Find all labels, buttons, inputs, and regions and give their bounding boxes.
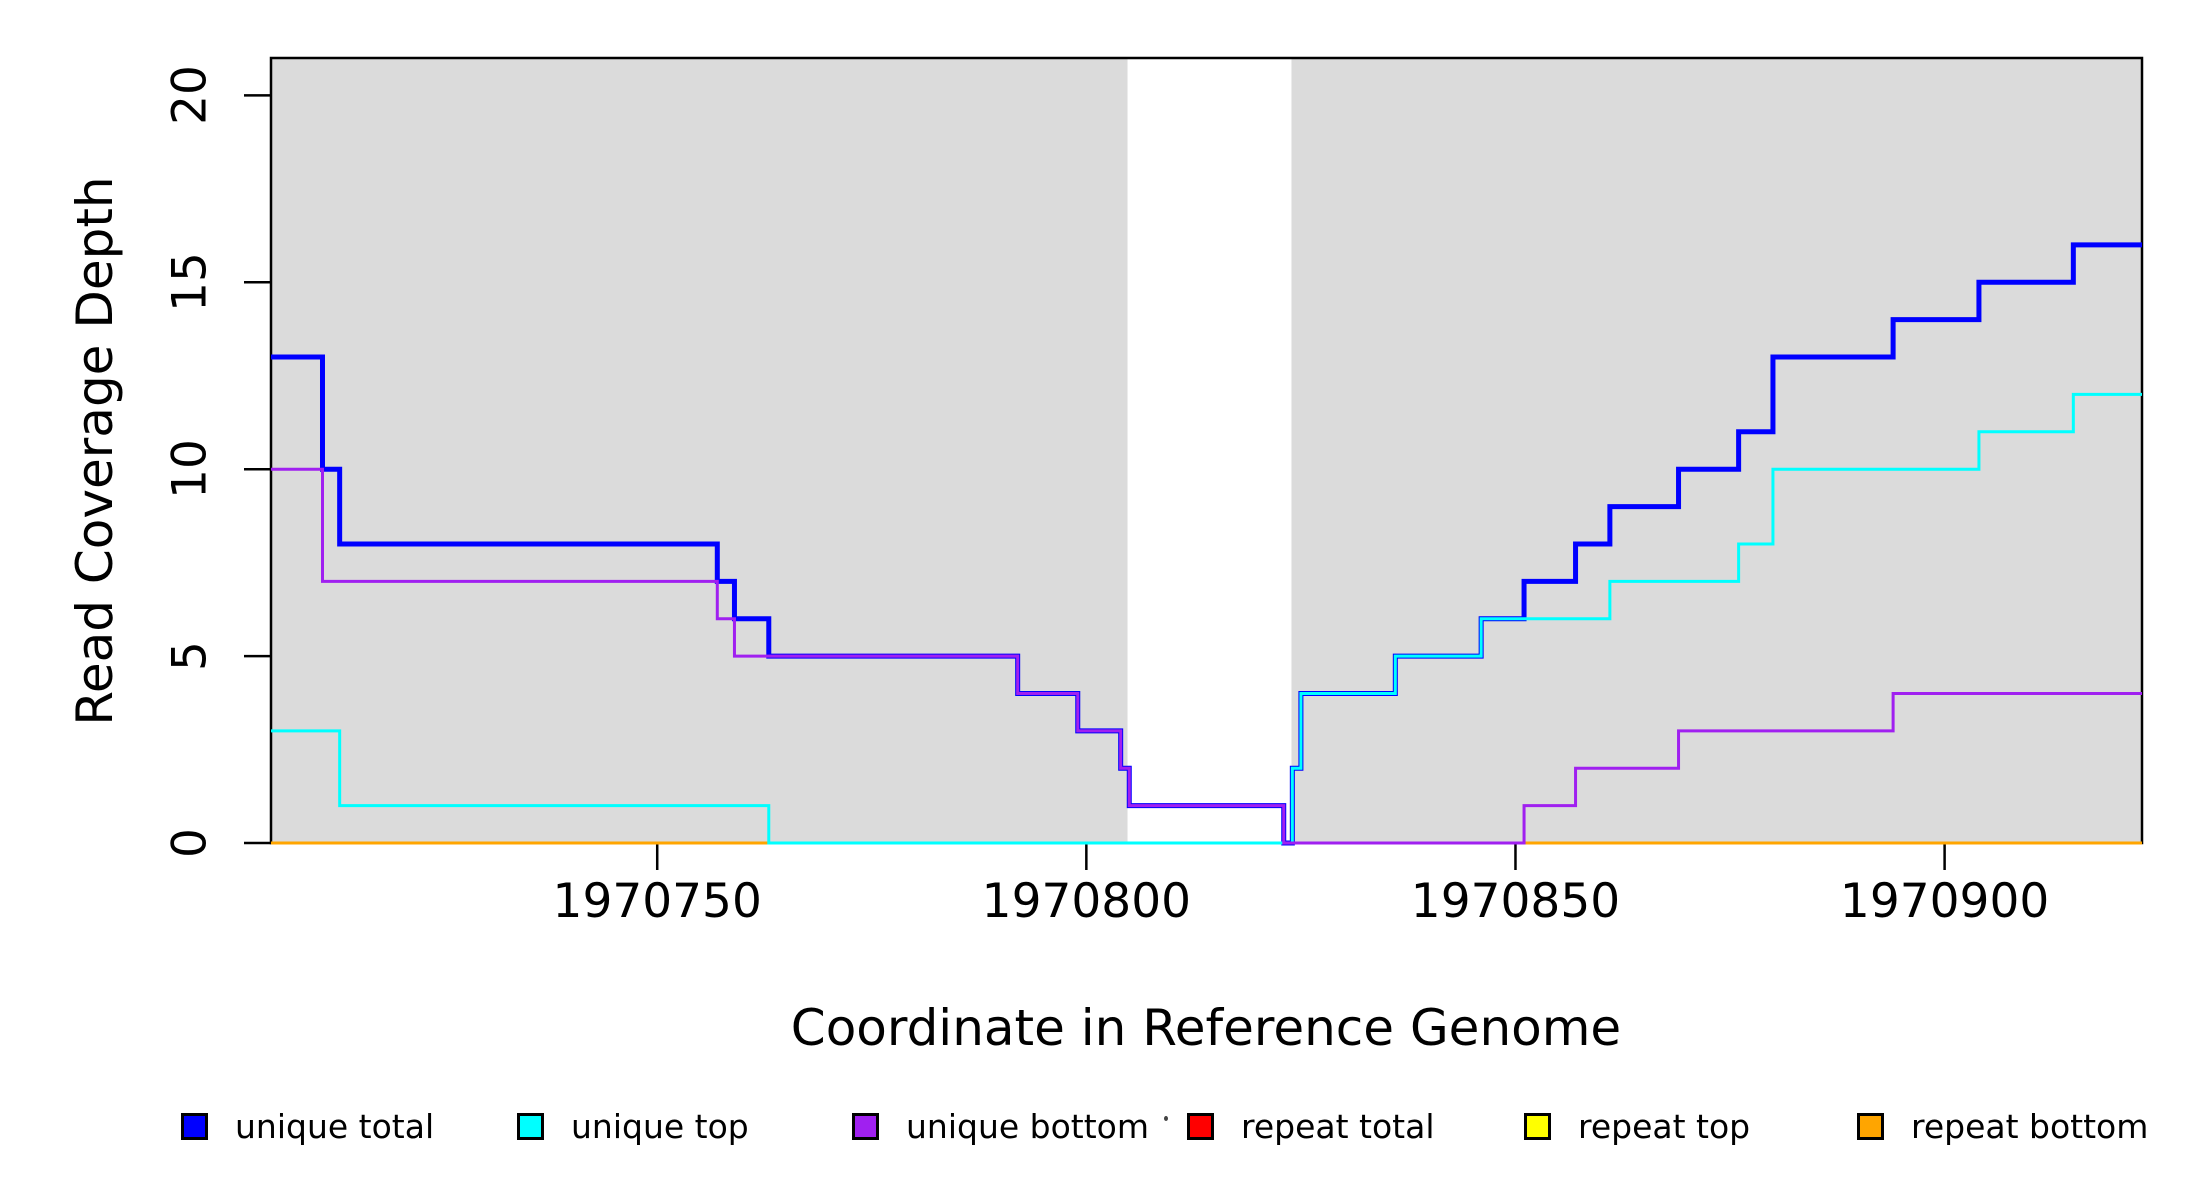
covered-band-0 (271, 58, 1128, 843)
legend-swatch-repeat-total (1187, 1113, 1214, 1140)
legend-swatch-unique-top (517, 1113, 544, 1140)
legend-label: unique top (571, 1107, 749, 1146)
series-lines (271, 242, 2142, 846)
x-axis-title: Coordinate in Reference Genome (790, 999, 1622, 1057)
covered-band-1 (1291, 58, 2142, 843)
legend-swatch-unique-bottom (852, 1113, 879, 1140)
y-tick-label-10: 10 (162, 439, 218, 500)
legend-label: unique bottom (906, 1107, 1150, 1146)
legend-swatch-unique-total (181, 1113, 208, 1140)
series-line-unique-bottom (271, 467, 2142, 845)
y-tick-label-20: 20 (162, 65, 218, 126)
series-line-unique-top (271, 392, 2142, 845)
axis-tick-marks (244, 94, 1946, 870)
legend-label: repeat total (1241, 1107, 1435, 1146)
y-tick-label-0: 0 (162, 828, 218, 858)
x-tick-label-1970850: 1970850 (1410, 874, 1621, 929)
x-tick-label-1970800: 1970800 (981, 874, 1192, 929)
y-tick-label-15: 15 (162, 252, 218, 313)
y-tick-label-5: 5 (162, 641, 218, 672)
covered-region-bands (271, 58, 2142, 843)
x-tick-label-1970750: 1970750 (552, 874, 762, 929)
x-tick-label-1970900: 1970900 (1839, 874, 2050, 929)
legend-swatch-repeat-bottom (1857, 1113, 1884, 1140)
legend-label: unique total (235, 1107, 435, 1146)
y-axis-title: Read Coverage Depth (66, 176, 124, 726)
legend-label: repeat bottom (1911, 1107, 2149, 1146)
stray-dot-artifact (1164, 1116, 1168, 1121)
legend-swatch-repeat-top (1524, 1113, 1551, 1140)
legend-label: repeat top (1578, 1107, 1751, 1146)
